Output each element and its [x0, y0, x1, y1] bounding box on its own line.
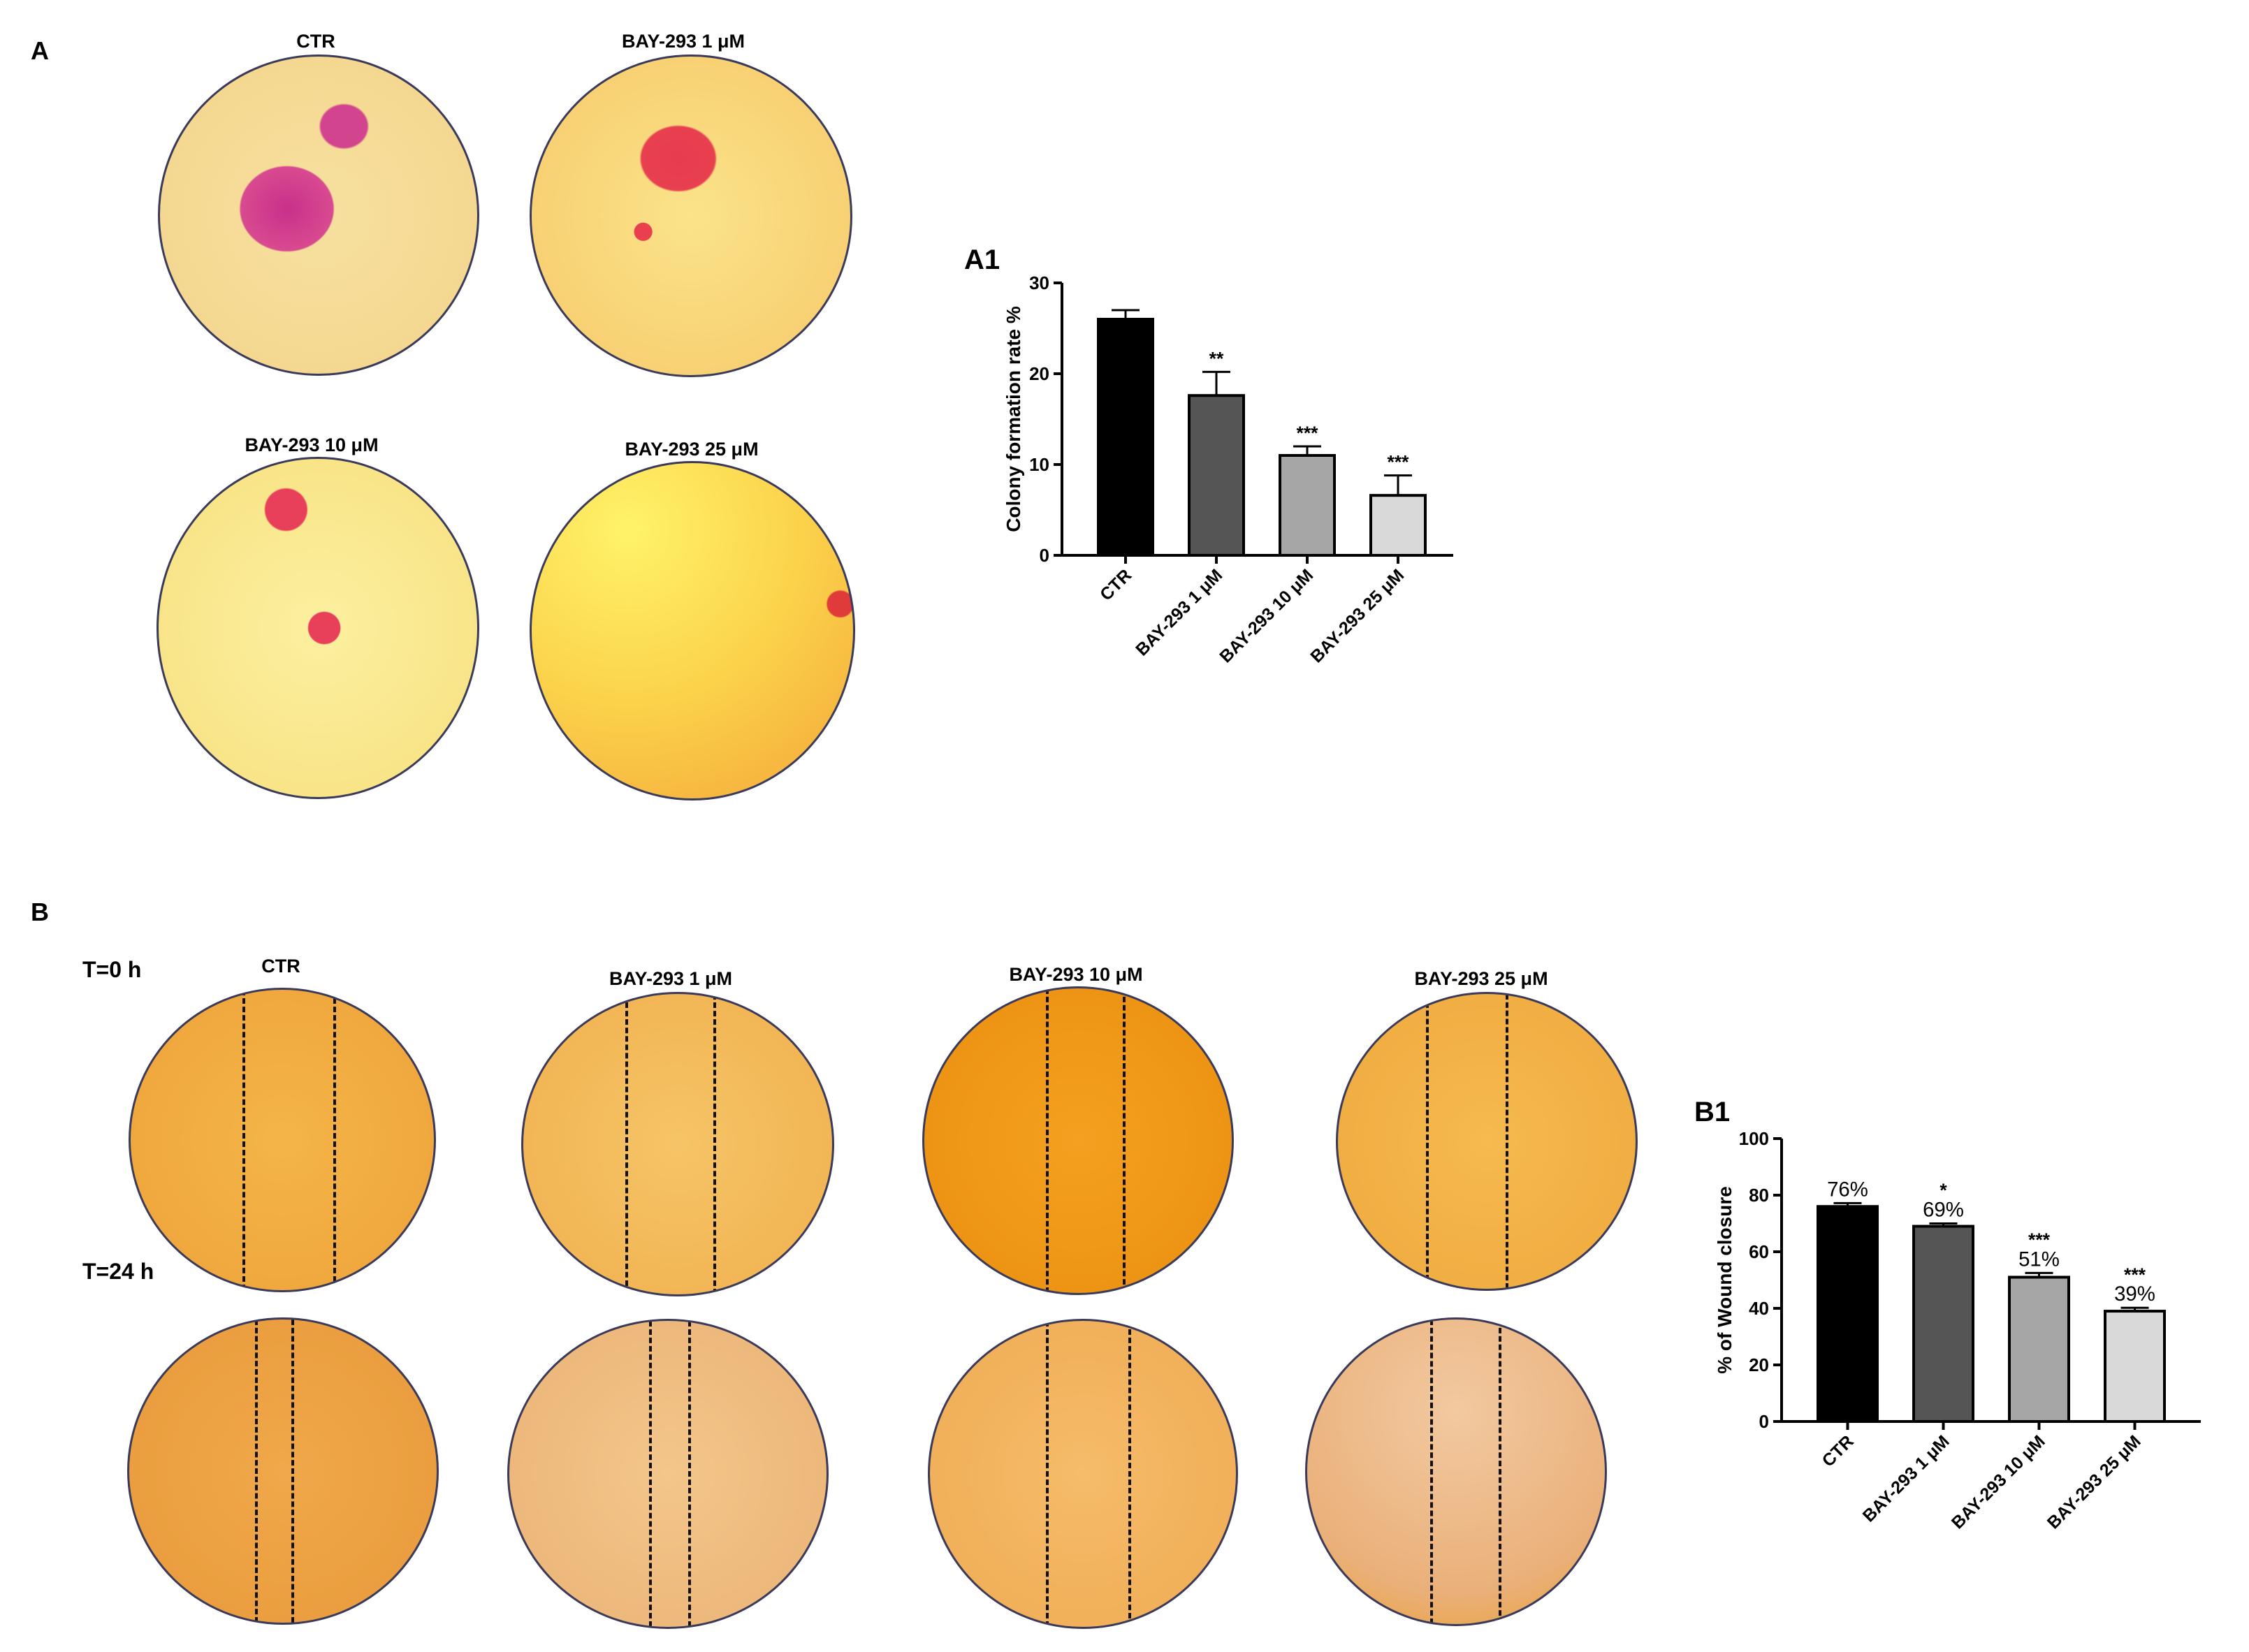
y-tick-label: 60: [1749, 1241, 1769, 1262]
bar-2: [2008, 1275, 2070, 1424]
bar-3: [2104, 1310, 2166, 1423]
bar-1: [1912, 1225, 1974, 1424]
wound-label-25um: BAY-293 25 μM: [1414, 968, 1548, 989]
x-tick-label: BAY-293 25 μM: [2044, 1431, 2145, 1533]
y-tick-label: 20: [1029, 363, 1049, 384]
y-tick-label: 30: [1029, 272, 1049, 293]
colony-label-25um: BAY-293 25 μM: [625, 439, 759, 460]
x-tick-label: BAY-293 10 μM: [1948, 1431, 2049, 1533]
y-tick-label: 0: [1759, 1411, 1769, 1432]
bar-0: [1817, 1205, 1879, 1423]
wound-label-1um: BAY-293 1 μM: [609, 968, 733, 989]
colony-image-ctr: [158, 54, 479, 376]
y-axis-title: % of Wound closure: [1714, 1186, 1735, 1374]
bar-2: [1279, 454, 1336, 557]
significance-mark: ***: [2124, 1264, 2146, 1285]
colony-label-10um: BAY-293 10 μM: [245, 434, 379, 455]
row-label-t0: T=0 h: [82, 957, 142, 982]
significance-mark: ***: [1387, 452, 1409, 473]
wound-image-t24-10um: [928, 1319, 1238, 1629]
x-tick-label: BAY-293 10 μM: [1216, 565, 1317, 666]
colony-label-1um: BAY-293 1 μM: [621, 31, 745, 52]
wound-image-t24-ctr: [127, 1317, 439, 1625]
wound-image-t0-ctr: [129, 988, 436, 1292]
wound-image-t24-25um: [1305, 1317, 1607, 1626]
wound-image-t0-10um: [922, 986, 1234, 1295]
colony-label-ctr: CTR: [296, 31, 335, 52]
x-tick-label: BAY-293 1 μM: [1859, 1431, 1953, 1526]
bar-3: [1369, 494, 1427, 557]
y-tick-label: 10: [1029, 454, 1049, 475]
panel-label-a: A: [31, 36, 49, 65]
x-tick-label: CTR: [1819, 1431, 1858, 1470]
bar-0: [1097, 318, 1154, 557]
wound-image-t0-1um: [521, 992, 834, 1296]
colony-image-1um: [530, 54, 852, 377]
wound-label-ctr: CTR: [261, 956, 300, 977]
y-tick-label: 20: [1749, 1354, 1769, 1375]
y-tick-label: 0: [1040, 545, 1049, 566]
bar-1: [1188, 394, 1245, 557]
significance-mark: *: [1939, 1180, 1947, 1201]
panel-label-b1: B1: [1694, 1097, 1731, 1127]
colony-image-10um: [157, 457, 479, 799]
x-tick-label: CTR: [1096, 565, 1135, 604]
significance-mark: **: [1209, 348, 1224, 369]
wound-image-t0-25um: [1336, 992, 1638, 1291]
panel-label-b: B: [31, 898, 49, 926]
y-tick-label: 80: [1749, 1185, 1769, 1206]
data-label: 76%: [1827, 1178, 1868, 1201]
row-label-t24: T=24 h: [82, 1259, 154, 1284]
x-tick-label: BAY-293 1 μM: [1132, 565, 1226, 659]
significance-mark: ***: [1296, 423, 1318, 444]
y-tick-label: 40: [1749, 1298, 1769, 1319]
panel-label-a1: A1: [964, 244, 1000, 275]
colony-image-25um: [530, 461, 855, 801]
wound-label-10um: BAY-293 10 μM: [1009, 964, 1143, 985]
data-label: 51%: [2018, 1248, 2060, 1271]
data-label: 39%: [2114, 1282, 2155, 1306]
wound-image-t24-1um: [507, 1319, 829, 1629]
x-tick-label: BAY-293 25 μM: [1307, 565, 1408, 666]
data-label: 69%: [1923, 1199, 1964, 1222]
significance-mark: ***: [2028, 1229, 2051, 1250]
y-axis-title: Colony formation rate %: [1003, 306, 1024, 532]
y-tick-label: 100: [1739, 1128, 1769, 1149]
